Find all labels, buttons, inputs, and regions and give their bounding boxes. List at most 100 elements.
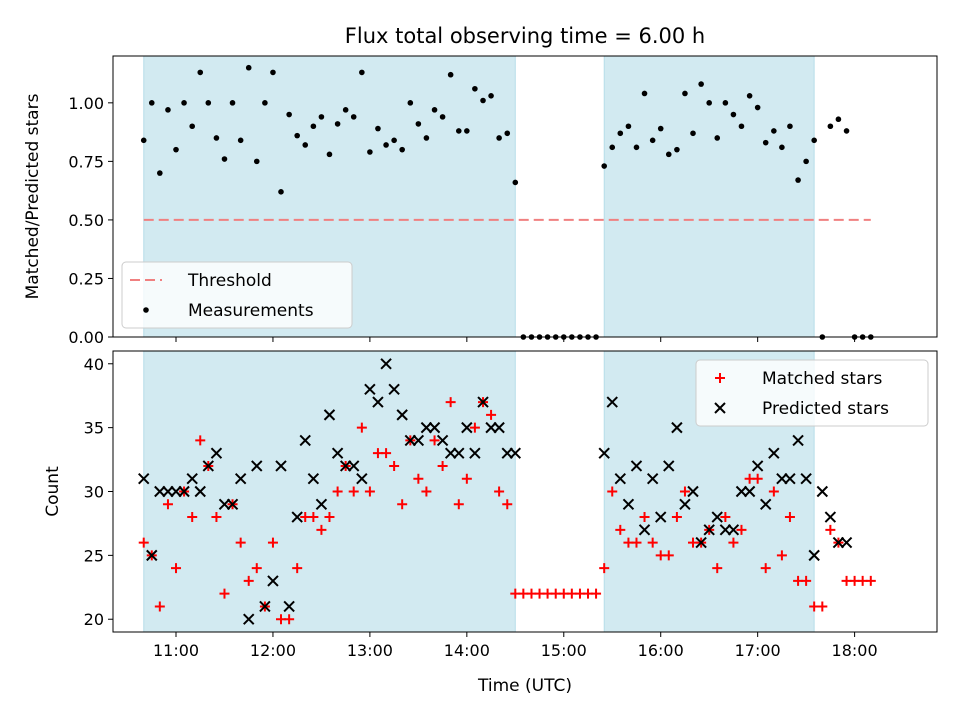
measurement-point [383,142,389,148]
predicted-stars-point [210,447,223,459]
matched-stars-point [599,563,610,574]
legend-matched-swatch [715,373,725,383]
matched-stars-point [267,537,278,548]
predicted-stars-point [428,421,441,434]
bottom-legend: Matched stars Predicted stars [695,359,929,427]
measurement-point [294,132,300,139]
matched-stars-point [421,486,432,497]
legend-label: Matched stars [762,369,882,389]
top-y-tick-label: 0.00 [68,328,104,347]
predicted-stars-point [671,421,683,434]
measurement-point [197,69,204,76]
predicted-stars-point [267,575,279,587]
measurement-point [439,114,446,120]
measurement-point [464,128,470,134]
bottom-y-tick-label: 25 [84,546,104,565]
matched-stars-point [445,397,456,408]
matched-stars-point [324,512,335,523]
predicted-stars-point [840,536,853,549]
measurement-point [601,163,608,169]
top-panel: 0.00 0.25 0.50 0.75 1.00 Threshold Measurement… [68,55,938,347]
predicted-stars-point [234,473,247,485]
measurement-point [415,121,422,127]
matched-stars-point [591,588,602,599]
matched-stars-point [381,448,392,459]
predicted-stars-point [364,383,376,396]
measurement-point [472,85,478,92]
matched-stars-point [494,486,505,497]
measurement-point [148,100,155,106]
measurement-point [803,158,809,165]
chart-title: Flux total observing time = 6.00 h [345,24,705,48]
measurement-point [213,135,220,141]
bottom-axes-frame [112,350,938,633]
matched-stars-point [429,435,440,446]
predicted-stars-point [768,447,780,459]
matched-stars-point [211,512,222,523]
measurement-point [455,128,462,134]
predicted-stars-point [380,358,392,370]
predicted-stars-point [638,524,651,536]
predicted-stars-point [331,447,344,459]
predicted-stars-point [146,549,158,562]
measurement-point [278,189,284,195]
bottom-y-axis-label: Count [43,466,63,517]
matched-stars-point [243,575,254,586]
predicted-stars-point [356,473,368,485]
predicted-stars-point [743,485,756,498]
matched-stars-point [486,409,497,420]
measurement-point [367,149,373,155]
measurement-point [706,100,712,106]
matched-stars-point [663,550,674,561]
measurement-point [835,116,842,123]
predicted-stars-point [138,473,150,485]
measurement-point [237,137,244,144]
measurement-point [496,135,502,141]
matched-stars-point [356,422,367,433]
measurement-point [270,69,276,76]
predicted-stars-point [687,485,699,498]
predicted-stars-point [655,511,667,523]
matched-stars-point [235,537,246,548]
measurement-point [617,130,624,137]
measurement-point [779,144,785,151]
measurement-point [181,100,187,106]
predicted-stars-point [493,421,505,434]
measurement-point [165,107,171,113]
x-tick-label: 16:00 [638,641,684,660]
predicted-stars-point [436,434,449,447]
top-legend: Threshold Measurements [121,261,353,329]
predicted-stars-point [186,473,198,485]
legend-measurements-swatch [143,307,149,313]
measurement-point [722,100,729,106]
top-axes-frame [112,55,938,338]
matched-stars-point [607,486,618,497]
matched-stars-point [712,563,723,574]
predicted-stars-point [388,383,400,396]
matched-stars-point [728,537,739,548]
x-tick-label: 13:00 [347,641,393,660]
top-y-tick-label: 1.00 [68,94,104,113]
predicted-stars-point [396,409,408,421]
measurement-point [173,146,179,153]
measurement-point [665,151,672,158]
measurement-point [512,179,519,186]
bottom-panel: 11:00 12:00 13:00 14:00 15:00 16:00 17:00 18:00… [84,350,938,660]
measurement-point [714,135,721,141]
measurement-point [811,137,817,144]
measurement-point [342,107,349,113]
bottom-legend-box [695,359,929,427]
predicted-stars-point [477,396,489,408]
measurement-point [633,144,640,151]
bottom-y-tick-label: 40 [84,355,104,374]
predicted-stars-point [824,511,837,523]
matched-stars-point [292,563,303,574]
measurement-point [407,100,414,106]
matched-stars-point [389,460,400,471]
measurement-point [447,71,454,78]
matched-stars-point [801,575,812,586]
top-y-tick-label: 0.75 [68,152,104,171]
predicted-stars-point [792,434,804,447]
measurement-point [326,151,333,158]
predicted-stars-point [663,460,675,472]
